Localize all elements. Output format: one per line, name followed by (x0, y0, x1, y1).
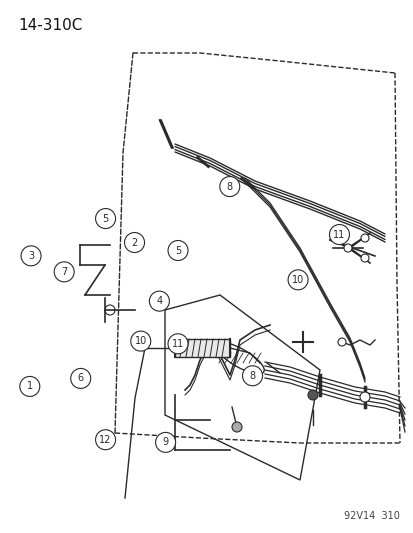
Circle shape (20, 376, 40, 397)
Text: 4: 4 (156, 296, 162, 306)
Circle shape (360, 234, 368, 242)
Circle shape (168, 240, 188, 261)
Bar (175, 339, 230, 357)
Circle shape (360, 254, 368, 262)
Circle shape (343, 244, 351, 252)
Circle shape (337, 338, 345, 346)
Text: 5: 5 (174, 246, 181, 255)
Circle shape (329, 224, 349, 245)
Text: 7: 7 (61, 267, 67, 277)
Circle shape (54, 262, 74, 282)
Text: 11: 11 (332, 230, 345, 239)
Text: 2: 2 (131, 238, 138, 247)
Circle shape (131, 331, 150, 351)
Circle shape (124, 232, 144, 253)
Text: 10: 10 (134, 336, 147, 346)
Circle shape (287, 270, 307, 290)
Circle shape (307, 390, 317, 400)
Text: 12: 12 (99, 435, 112, 445)
Circle shape (359, 392, 369, 402)
Circle shape (95, 430, 115, 450)
Text: 8: 8 (249, 371, 255, 381)
Circle shape (155, 432, 175, 453)
Circle shape (149, 291, 169, 311)
Text: 8: 8 (226, 182, 232, 191)
Circle shape (71, 368, 90, 389)
Circle shape (242, 366, 262, 386)
Circle shape (219, 176, 239, 197)
Text: 3: 3 (28, 251, 34, 261)
Circle shape (231, 422, 242, 432)
Text: 1: 1 (27, 382, 33, 391)
Text: 14-310C: 14-310C (18, 18, 82, 33)
Text: 6: 6 (78, 374, 83, 383)
Text: 5: 5 (102, 214, 109, 223)
Text: 9: 9 (162, 438, 168, 447)
Circle shape (168, 334, 188, 354)
Circle shape (171, 344, 178, 352)
Text: 11: 11 (171, 339, 184, 349)
Text: 10: 10 (291, 275, 304, 285)
Circle shape (21, 246, 41, 266)
Text: 92V14  310: 92V14 310 (343, 511, 399, 521)
Circle shape (95, 208, 115, 229)
